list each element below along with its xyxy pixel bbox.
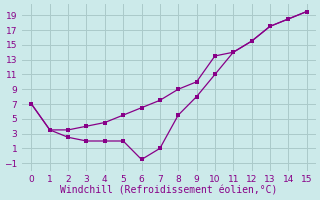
X-axis label: Windchill (Refroidissement éolien,°C): Windchill (Refroidissement éolien,°C): [60, 186, 278, 196]
